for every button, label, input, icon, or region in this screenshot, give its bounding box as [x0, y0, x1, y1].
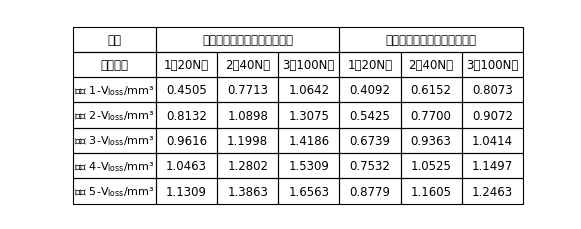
Text: 0.8132: 0.8132 — [166, 109, 207, 122]
Text: 1.4186: 1.4186 — [288, 134, 329, 147]
Bar — [156, 128, 217, 153]
Text: 2（40N）: 2（40N） — [408, 59, 454, 72]
Text: 0.6152: 0.6152 — [411, 84, 451, 97]
Bar — [462, 78, 523, 103]
Bar — [73, 153, 156, 179]
Bar — [73, 53, 156, 78]
Bar — [400, 179, 462, 204]
Bar — [156, 78, 217, 103]
Text: 0.4092: 0.4092 — [350, 84, 390, 97]
Bar — [278, 78, 339, 103]
Bar — [400, 103, 462, 128]
Bar — [462, 128, 523, 153]
Text: 1.0642: 1.0642 — [288, 84, 329, 97]
Text: 磨程 2-V$_{\mathrm{loss}}$/mm³: 磨程 2-V$_{\mathrm{loss}}$/mm³ — [74, 109, 155, 123]
Text: 0.7700: 0.7700 — [411, 109, 451, 122]
Bar — [73, 78, 156, 103]
Text: 2（40N）: 2（40N） — [225, 59, 270, 72]
Bar — [156, 27, 339, 53]
Text: 1.5309: 1.5309 — [288, 160, 329, 172]
Text: 1.3075: 1.3075 — [288, 109, 329, 122]
Bar — [400, 153, 462, 179]
Bar — [217, 103, 278, 128]
Bar — [400, 128, 462, 153]
Bar — [462, 53, 523, 78]
Text: 碳化硼蜂窝复合材料磨损试样: 碳化硼蜂窝复合材料磨损试样 — [386, 34, 476, 46]
Bar — [339, 128, 400, 153]
Bar — [462, 179, 523, 204]
Text: 磨程 5-V$_{\mathrm{loss}}$/mm³: 磨程 5-V$_{\mathrm{loss}}$/mm³ — [74, 184, 155, 198]
Bar — [339, 153, 400, 179]
Bar — [73, 103, 156, 128]
Bar — [217, 53, 278, 78]
Bar — [339, 103, 400, 128]
Bar — [217, 179, 278, 204]
Bar — [462, 103, 523, 128]
Text: 0.9072: 0.9072 — [472, 109, 513, 122]
Bar — [400, 78, 462, 103]
Text: 1.0463: 1.0463 — [166, 160, 207, 172]
Text: 1.6563: 1.6563 — [288, 185, 329, 198]
Bar — [339, 53, 400, 78]
Text: 1.3863: 1.3863 — [227, 185, 268, 198]
Text: 组别: 组别 — [107, 34, 121, 46]
Bar — [73, 179, 156, 204]
Bar — [278, 128, 339, 153]
Text: 3（100N）: 3（100N） — [282, 59, 335, 72]
Text: 锆刚玉蜂窝复合材料磨损试样: 锆刚玉蜂窝复合材料磨损试样 — [202, 34, 293, 46]
Text: 1.1497: 1.1497 — [472, 160, 513, 172]
Bar — [217, 153, 278, 179]
Bar — [400, 53, 462, 78]
Text: 磨程 3-V$_{\mathrm{loss}}$/mm³: 磨程 3-V$_{\mathrm{loss}}$/mm³ — [74, 134, 155, 148]
Text: 0.6739: 0.6739 — [350, 134, 390, 147]
Text: 1.1998: 1.1998 — [227, 134, 268, 147]
Text: 1.2463: 1.2463 — [472, 185, 513, 198]
Text: 0.7532: 0.7532 — [350, 160, 390, 172]
Bar — [156, 179, 217, 204]
Bar — [156, 153, 217, 179]
Text: 3（100N）: 3（100N） — [466, 59, 518, 72]
Bar — [278, 53, 339, 78]
Bar — [217, 128, 278, 153]
Bar — [156, 53, 217, 78]
Text: 1.1605: 1.1605 — [411, 185, 451, 198]
Bar — [73, 128, 156, 153]
Text: 1（20N）: 1（20N） — [164, 59, 209, 72]
Text: 1.0898: 1.0898 — [227, 109, 268, 122]
Bar — [339, 78, 400, 103]
Text: 1.1309: 1.1309 — [166, 185, 207, 198]
Text: 0.9616: 0.9616 — [166, 134, 207, 147]
Bar — [73, 27, 156, 53]
Text: 1（20N）: 1（20N） — [347, 59, 393, 72]
Bar — [339, 27, 523, 53]
Text: 0.8779: 0.8779 — [350, 185, 390, 198]
Bar — [462, 153, 523, 179]
Text: 1.2802: 1.2802 — [227, 160, 268, 172]
Text: 1.0414: 1.0414 — [472, 134, 513, 147]
Bar — [217, 78, 278, 103]
Text: 1.0525: 1.0525 — [411, 160, 451, 172]
Bar — [156, 103, 217, 128]
Text: 0.7713: 0.7713 — [227, 84, 268, 97]
Bar — [278, 103, 339, 128]
Bar — [278, 179, 339, 204]
Text: 试样编号: 试样编号 — [101, 59, 128, 72]
Text: 0.4505: 0.4505 — [166, 84, 207, 97]
Bar — [339, 179, 400, 204]
Text: 0.8073: 0.8073 — [472, 84, 512, 97]
Text: 0.9363: 0.9363 — [411, 134, 451, 147]
Text: 0.5425: 0.5425 — [350, 109, 390, 122]
Text: 磨程 4-V$_{\mathrm{loss}}$/mm³: 磨程 4-V$_{\mathrm{loss}}$/mm³ — [74, 159, 155, 173]
Bar — [278, 153, 339, 179]
Text: 磨程 1-V$_{\mathrm{loss}}$/mm³: 磨程 1-V$_{\mathrm{loss}}$/mm³ — [74, 84, 155, 97]
